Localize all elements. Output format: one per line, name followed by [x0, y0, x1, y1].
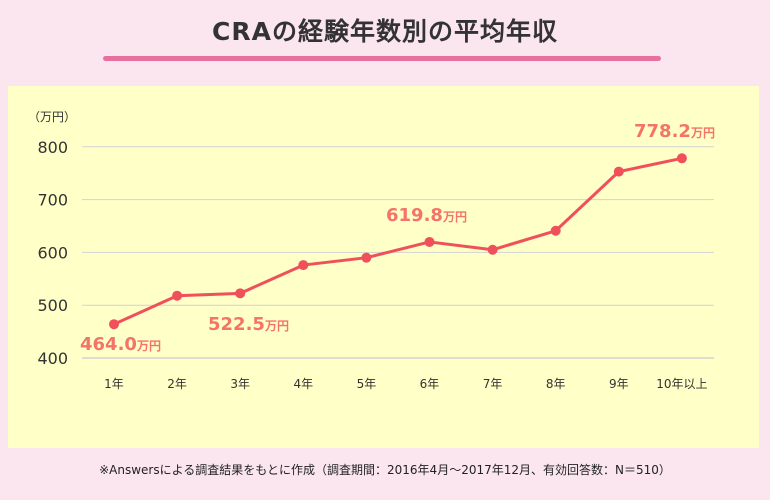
- x-tick-label-5: 5年: [357, 377, 377, 391]
- data-label-10: 778.2万円: [634, 121, 715, 142]
- y-tick-label-500: 500: [37, 296, 68, 315]
- y-unit-label: （万円）: [28, 110, 76, 124]
- y-tick-label-800: 800: [37, 138, 68, 157]
- data-point-1: [109, 319, 119, 330]
- x-tick-label-7: 7年: [483, 377, 503, 391]
- data-label-value: 464.0: [80, 334, 137, 355]
- data-label-value: 619.8: [386, 205, 443, 226]
- x-tick-label-9: 9年: [609, 377, 629, 391]
- x-tick-label-4: 4年: [293, 377, 313, 391]
- title-underline: [103, 56, 661, 61]
- data-label-unit: 万円: [136, 339, 161, 353]
- data-point-4: [298, 260, 309, 271]
- data-point-7: [487, 244, 498, 255]
- data-label-value: 778.2: [634, 121, 691, 142]
- data-label-1: 464.0万円: [80, 334, 161, 355]
- data-point-5: [361, 252, 372, 263]
- data-point-10: [676, 153, 687, 164]
- footnote: ※Answersによる調査結果をもとに作成（調査期間：2016年4月〜2017年…: [99, 463, 671, 477]
- data-label-value: 522.5: [208, 314, 265, 335]
- x-tick-label-2: 2年: [167, 377, 187, 391]
- y-tick-label-400: 400: [37, 349, 68, 368]
- x-tick-label-10: 10年以上: [656, 377, 707, 391]
- x-tick-label-1: 1年: [104, 377, 124, 391]
- data-label-6: 619.8万円: [386, 205, 467, 226]
- x-tick-label-3: 3年: [230, 377, 250, 391]
- data-label-unit: 万円: [442, 210, 467, 224]
- data-point-8: [550, 225, 561, 236]
- chart-title: CRAの経験年数別の平均年収: [212, 17, 558, 46]
- data-point-9: [613, 166, 624, 177]
- data-label-unit: 万円: [264, 319, 289, 333]
- series-line: [113, 156, 683, 326]
- data-point-6: [424, 236, 435, 247]
- x-tick-label-8: 8年: [546, 377, 566, 391]
- x-tick-label-6: 6年: [420, 377, 440, 391]
- data-point-2: [172, 290, 183, 301]
- data-label-3: 522.5万円: [208, 314, 289, 335]
- y-tick-label-600: 600: [37, 243, 68, 262]
- data-point-3: [235, 288, 246, 299]
- y-tick-label-700: 700: [37, 191, 68, 210]
- data-label-unit: 万円: [690, 126, 715, 140]
